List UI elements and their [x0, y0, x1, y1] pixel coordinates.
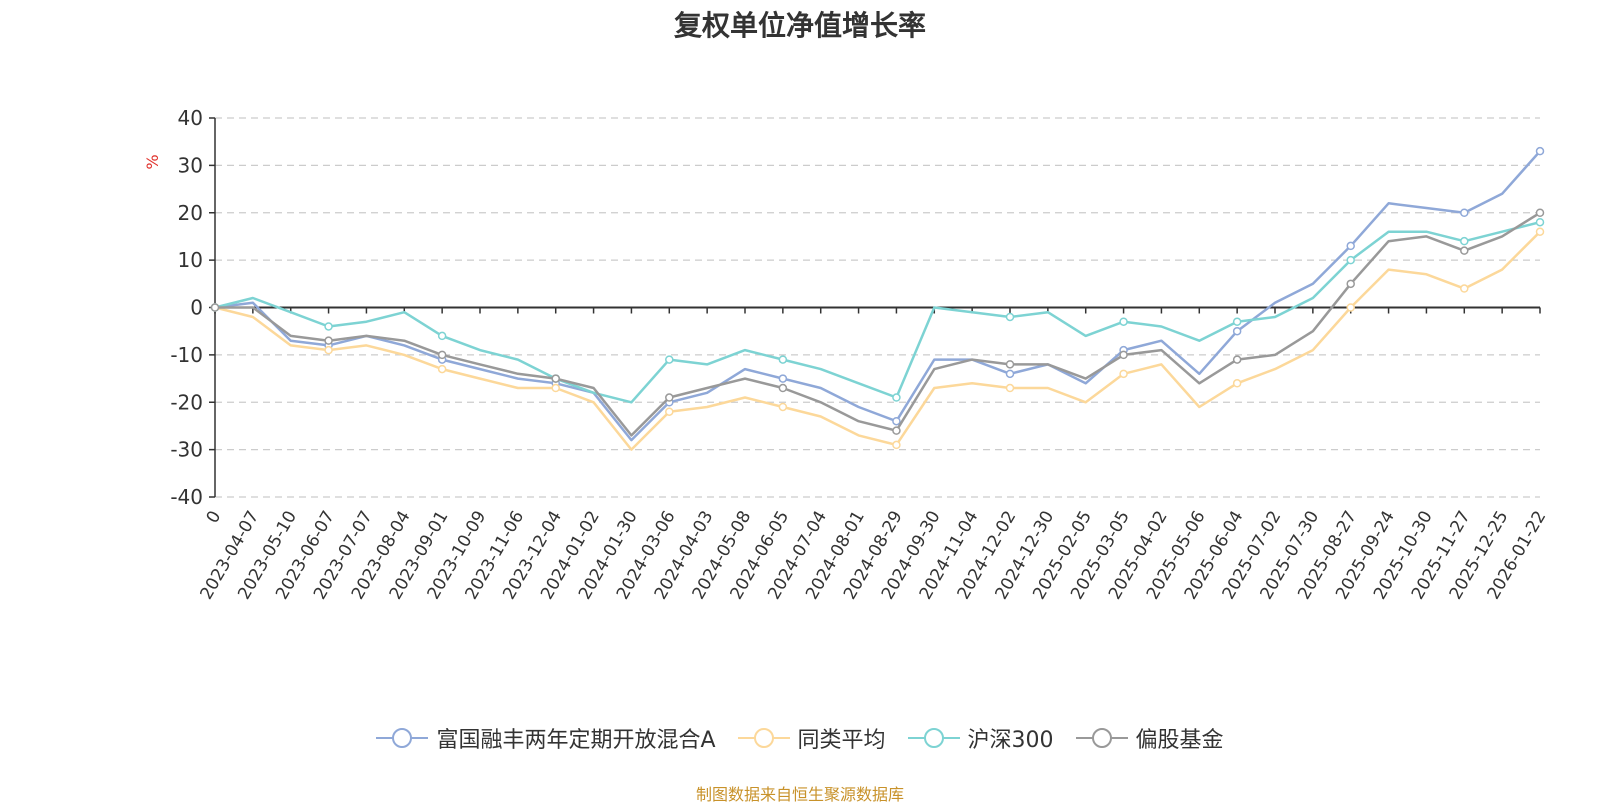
data-point [778, 383, 788, 393]
y-tick-label: -20 [170, 390, 203, 414]
legend-label: 同类平均 [797, 728, 886, 753]
series-group [210, 217, 1545, 404]
x-tick-label: 0 [203, 508, 226, 527]
legend-label: 富国融丰两年定期开放混合A [436, 728, 716, 753]
data-point [665, 355, 674, 364]
data-point [551, 383, 560, 393]
legend-item-peer-average[interactable]: 同类平均 [737, 722, 886, 754]
y-tick-label: 0 [190, 296, 203, 320]
data-point [1535, 208, 1545, 217]
legend-label: 偏股基金 [1135, 728, 1224, 753]
data-point [1460, 236, 1469, 246]
data-point [892, 416, 901, 426]
y-tick-label: 10 [178, 248, 203, 272]
legend-item-fund[interactable]: 富国融丰两年定期开放混合A [376, 722, 716, 754]
series-line [214, 150, 1541, 442]
data-point [1535, 217, 1545, 227]
y-axis-unit-label: % [143, 154, 162, 169]
legend-item-csi300[interactable]: 沪深300 [907, 722, 1054, 754]
series-group [210, 208, 1545, 437]
legend-swatch-icon [376, 728, 429, 748]
series-group [210, 227, 1545, 451]
axis-layer [209, 117, 1541, 498]
data-point [210, 303, 220, 312]
data-point [1119, 317, 1128, 326]
legend-label: 沪深300 [967, 728, 1054, 753]
y-tick-label: -10 [170, 343, 203, 367]
legend-swatch-icon [1075, 728, 1128, 748]
y-tick-label: -40 [170, 485, 203, 509]
data-point [778, 355, 788, 364]
data-point [1005, 360, 1015, 369]
series-line [215, 211, 1541, 437]
y-tick-label: -30 [170, 438, 203, 462]
data-point [892, 440, 901, 450]
data-point [892, 426, 901, 435]
data-point [1460, 208, 1469, 217]
data-point [1119, 369, 1128, 379]
data-point [324, 322, 333, 331]
data-point [437, 364, 447, 374]
data-point [665, 393, 674, 402]
data-point [1232, 379, 1242, 388]
data-point [1005, 312, 1015, 322]
legend-swatch-icon [907, 728, 960, 748]
data-point [778, 374, 788, 383]
chart-title: 复权单位净值增长率 [673, 9, 926, 42]
data-point [892, 393, 901, 402]
data-source-note: 制图数据来自恒生聚源数据库 [695, 785, 904, 804]
y-tick-label: 20 [178, 201, 203, 225]
data-point [1346, 241, 1355, 251]
data-point [1346, 303, 1355, 312]
data-point [665, 407, 674, 416]
data-point [437, 350, 447, 360]
data-point [1005, 383, 1015, 393]
y-tick-label: 40 [178, 106, 203, 130]
legend-swatch-icon [737, 728, 790, 748]
series-line [214, 220, 1541, 404]
legend: 富国融丰两年定期开放混合A 同类平均 沪深300 偏股基金 [0, 722, 1600, 754]
data-point [437, 331, 447, 341]
data-point [1346, 255, 1355, 265]
data-point [1460, 284, 1469, 293]
label-layer: -40-30-20-10010203040%02023-04-072023-05… [143, 106, 1550, 603]
data-point [1535, 227, 1545, 236]
data-point [1460, 246, 1469, 255]
data-point [1232, 355, 1242, 364]
data-point [1005, 369, 1015, 379]
data-point [1232, 317, 1242, 326]
data-point [324, 345, 333, 355]
y-tick-label: 30 [178, 153, 203, 177]
legend-item-equity-fund[interactable]: 偏股基金 [1075, 722, 1224, 754]
data-point [324, 336, 333, 345]
data-point [1346, 279, 1355, 289]
data-point [551, 374, 560, 383]
series-line [214, 230, 1541, 451]
data-point [778, 402, 788, 412]
data-point [1535, 146, 1545, 156]
series-layer [210, 146, 1545, 451]
data-point [1119, 350, 1128, 360]
grid-layer [215, 117, 1540, 498]
data-point [1232, 326, 1242, 336]
